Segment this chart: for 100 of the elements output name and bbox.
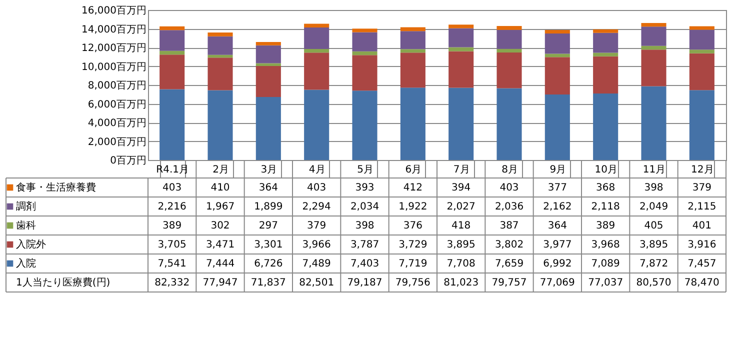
data-label: 3,802 — [494, 240, 524, 250]
data-label: 398 — [355, 220, 374, 232]
x-tick-label: 9月 — [550, 164, 566, 176]
bar — [208, 32, 233, 36]
bar — [641, 26, 666, 46]
bar — [641, 46, 666, 50]
data-label: 2,216 — [158, 202, 186, 212]
bar — [400, 27, 426, 32]
data-label: 6,726 — [254, 258, 283, 270]
text: 79,757 — [492, 278, 527, 288]
text: 78,470 — [684, 278, 720, 288]
bar — [689, 30, 714, 50]
data-label: 403 — [162, 182, 182, 194]
text: 77,037 — [588, 278, 624, 288]
bar — [256, 66, 281, 97]
y-tick-label: 4,000百万円 — [88, 118, 146, 129]
x-tick-label: 2月 — [212, 164, 229, 176]
bar — [160, 89, 185, 160]
data-label: 3,968 — [591, 240, 620, 250]
bar — [352, 28, 378, 32]
bar — [160, 50, 185, 55]
bar — [544, 94, 570, 160]
bar — [304, 28, 330, 50]
bar — [544, 33, 570, 54]
bar — [160, 54, 185, 90]
data-label: 379 — [307, 220, 326, 232]
x-tick-label: 12月 — [691, 164, 714, 176]
bar — [304, 49, 330, 53]
data-label: 376 — [403, 220, 422, 232]
x-tick-label: 3月 — [260, 164, 278, 176]
text: 1人当たり医療費(円) — [16, 276, 110, 288]
data-label: 7,719 — [398, 258, 428, 270]
data-label: 1,899 — [254, 202, 283, 212]
data-label: 3,895 — [639, 240, 668, 250]
data-label: 7,444 — [206, 258, 235, 270]
text: 71,837 — [250, 278, 286, 288]
data-label: 2,027 — [446, 202, 476, 212]
data-label: 7,708 — [446, 258, 476, 270]
x-tick-label: 10月 — [594, 164, 618, 176]
data-label: 302 — [210, 220, 230, 232]
x-tick-label: 7月 — [453, 164, 470, 176]
bar — [496, 30, 522, 49]
text: 77,069 — [540, 278, 575, 288]
data-label: 364 — [548, 220, 567, 232]
bar — [544, 30, 570, 34]
bar — [641, 22, 666, 27]
y-tick-label: 14,000百万円 — [82, 24, 146, 36]
bar — [593, 52, 618, 56]
bar — [304, 24, 330, 28]
bar — [352, 32, 378, 52]
legend-label: 入院外 — [16, 238, 46, 250]
x-tick-label: 11月 — [642, 164, 666, 176]
bar — [352, 55, 378, 91]
data-label: 379 — [692, 182, 712, 194]
data-label: 3,729 — [398, 240, 428, 250]
bar — [400, 31, 426, 50]
bar — [641, 86, 666, 160]
data-label: 2,162 — [543, 202, 572, 212]
data-label: 7,541 — [158, 258, 186, 270]
data-label: 398 — [644, 182, 664, 194]
data-label: 3,787 — [350, 240, 380, 250]
text: 80,570 — [636, 278, 672, 288]
bar — [304, 90, 330, 160]
bar — [400, 88, 426, 160]
text: 79,187 — [347, 278, 382, 288]
data-label: 3,705 — [158, 240, 186, 250]
bar — [304, 52, 330, 90]
data-label: 401 — [692, 220, 712, 232]
data-label: 7,659 — [494, 258, 524, 270]
bar — [593, 94, 618, 160]
bar — [689, 53, 714, 90]
data-label: 2,034 — [350, 202, 380, 212]
bar — [208, 58, 233, 90]
data-label: 2,294 — [302, 202, 331, 212]
data-label: 364 — [258, 182, 278, 194]
data-label: 377 — [548, 182, 567, 194]
data-label: 2,036 — [494, 202, 524, 212]
legend-label: 歯科 — [16, 220, 36, 232]
y-tick-label: 16,000百万円 — [82, 6, 146, 16]
data-label: 297 — [258, 220, 278, 232]
bar — [593, 32, 618, 53]
data-label: 3,895 — [446, 240, 476, 250]
data-label: 387 — [500, 220, 519, 232]
bar — [689, 50, 714, 54]
bar — [689, 26, 714, 30]
bar — [496, 26, 522, 30]
y-tick-label: 2,000百万円 — [88, 136, 146, 148]
bar — [208, 90, 233, 160]
bar — [448, 51, 474, 88]
text: 77,947 — [202, 278, 238, 288]
data-label: 368 — [596, 182, 616, 194]
x-tick-label: 8月 — [502, 164, 518, 176]
data-label: 403 — [500, 182, 519, 194]
data-label: 1,922 — [398, 202, 428, 212]
bar — [208, 54, 233, 58]
y-tick-label: 6,000百万円 — [88, 99, 146, 110]
data-label: 389 — [162, 220, 182, 232]
bar — [352, 90, 378, 160]
data-label: 403 — [307, 182, 326, 194]
data-label: 418 — [452, 220, 471, 232]
